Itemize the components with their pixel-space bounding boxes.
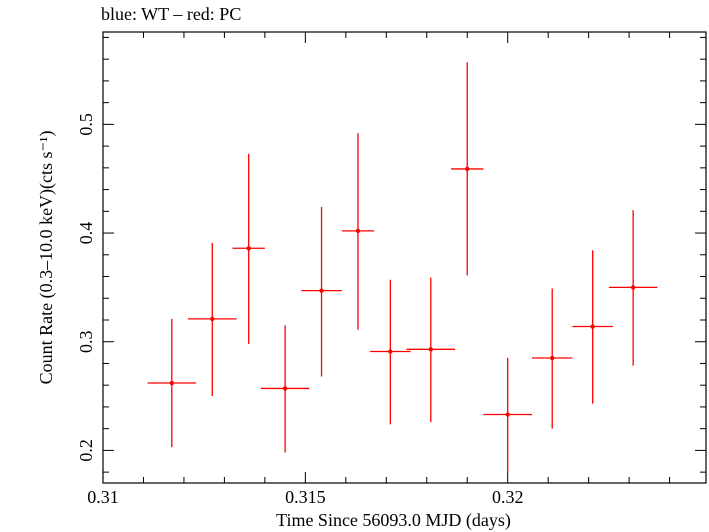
data-point [246, 246, 251, 251]
data-point [428, 347, 434, 352]
y-tick-label: 0.2 [76, 439, 96, 462]
data-point [319, 288, 324, 293]
data-point [355, 228, 361, 234]
y-tick-label: 0.3 [76, 330, 96, 353]
data-point [550, 355, 555, 361]
data-point [388, 349, 393, 354]
x-tick-label: 0.31 [87, 487, 119, 507]
data-point [630, 285, 636, 290]
data-point [590, 324, 595, 329]
chart-title: blue: WT – red: PC [101, 4, 242, 24]
x-tick-label: 0.315 [285, 487, 326, 507]
x-axis-label: Time Since 56093.0 MJD (days) [276, 510, 511, 530]
plot-frame [102, 31, 707, 484]
data-point [210, 316, 215, 322]
x-tick-label: 0.32 [492, 487, 524, 507]
y-tick-label: 0.4 [76, 222, 96, 245]
data-point [505, 412, 510, 417]
y-tick-label: 0.5 [76, 113, 96, 136]
data-point [169, 380, 174, 386]
y-axis-label: Count Rate (0.3–10.0 keV)(cts s⁻¹) [36, 131, 57, 385]
data-point [282, 386, 288, 391]
data-point [465, 166, 470, 172]
